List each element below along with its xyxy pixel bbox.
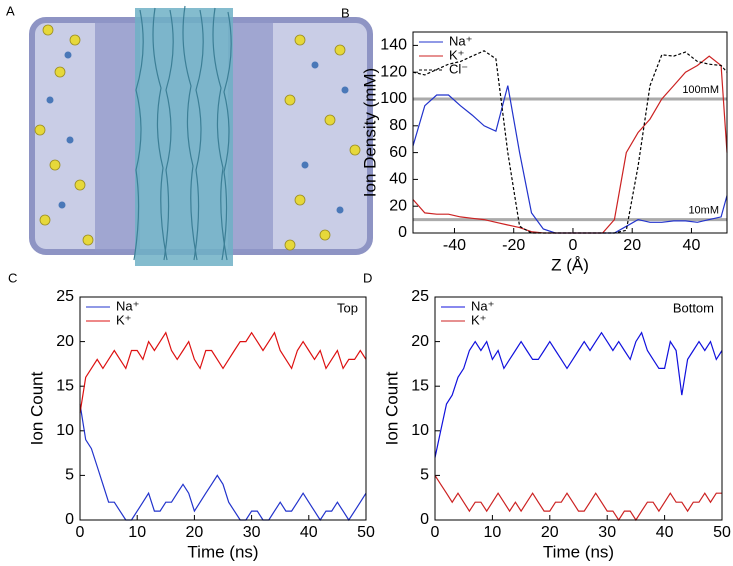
legend-label: Cl⁻ — [449, 61, 468, 76]
x-tick-label: 40 — [300, 524, 318, 541]
plot-frame — [79, 296, 367, 521]
plot-frame — [412, 31, 728, 234]
annotation: Bottom — [673, 300, 714, 315]
lipid-strands — [133, 5, 232, 261]
ions-small — [46, 51, 349, 214]
y-tick-label: 20 — [389, 197, 407, 214]
y-tick-label: 15 — [56, 377, 74, 394]
panel-label: C — [8, 270, 17, 285]
series-line — [412, 50, 728, 234]
headgroup-region — [228, 20, 273, 252]
x-tick-label: 30 — [598, 524, 616, 541]
y-tick-label: 100 — [380, 90, 407, 107]
ions-large — [34, 24, 361, 251]
x-tick-label: 30 — [243, 524, 261, 541]
y-tick-label: 140 — [380, 37, 407, 54]
x-tick-label: -20 — [502, 237, 525, 254]
plot-frame — [434, 296, 723, 521]
x-tick-label: 40 — [656, 524, 674, 541]
x-tick-label: 0 — [569, 237, 578, 254]
headgroup-region — [95, 20, 140, 252]
series-line — [434, 475, 722, 522]
y-tick-label: 20 — [56, 333, 74, 350]
x-axis-label: Z (Å) — [551, 255, 589, 274]
y-axis-label: Ion Count — [382, 371, 401, 445]
y-tick-label: 0 — [398, 224, 407, 241]
legend-label: Na⁺ — [449, 33, 472, 48]
y-axis-label: Ion Count — [27, 371, 46, 445]
y-tick-label: 20 — [411, 333, 429, 350]
x-axis-label: Time (ns) — [187, 542, 258, 561]
reference-label: 100mM — [682, 84, 719, 96]
series-line — [412, 55, 728, 234]
y-tick-label: 25 — [411, 288, 429, 305]
y-tick-label: 10 — [411, 422, 429, 439]
y-tick-label: 80 — [389, 117, 407, 134]
x-tick-label: 0 — [76, 524, 85, 541]
panel-label: D — [363, 270, 372, 285]
legend-label: K⁺ — [449, 47, 465, 62]
reference-label: 10mM — [688, 205, 719, 217]
annotation: Top — [337, 300, 358, 315]
y-tick-label: 5 — [420, 467, 429, 484]
y-tick-label: 120 — [380, 63, 407, 80]
series-line — [412, 85, 728, 234]
x-tick-label: 20 — [623, 237, 641, 254]
legend-label: Na⁺ — [471, 298, 494, 313]
legend-label: K⁺ — [116, 312, 132, 327]
x-tick-label: -40 — [443, 237, 466, 254]
x-tick-label: 20 — [541, 524, 559, 541]
x-axis-label: Time (ns) — [543, 542, 614, 561]
molecular-image: A — [6, 3, 373, 266]
y-tick-label: 40 — [389, 171, 407, 188]
series-line — [79, 331, 367, 414]
y-tick-label: 60 — [389, 144, 407, 161]
y-tick-label: 0 — [420, 511, 429, 528]
x-tick-label: 20 — [186, 524, 204, 541]
y-axis-label: Ion Density (mM) — [360, 68, 379, 197]
y-tick-label: 10 — [56, 422, 74, 439]
x-tick-label: 40 — [683, 237, 701, 254]
series-line — [434, 331, 723, 458]
legend-label: K⁺ — [471, 312, 487, 327]
x-tick-label: 0 — [431, 524, 440, 541]
x-tick-label: 50 — [357, 524, 375, 541]
panel-label: A — [6, 3, 15, 18]
x-tick-label: 10 — [128, 524, 146, 541]
panel-label: B — [341, 5, 350, 20]
y-tick-label: 15 — [411, 377, 429, 394]
y-tick-label: 5 — [65, 467, 74, 484]
series-line — [79, 403, 367, 522]
x-tick-label: 50 — [713, 524, 731, 541]
legend-label: Na⁺ — [116, 298, 139, 313]
y-tick-label: 0 — [65, 511, 74, 528]
x-tick-label: 10 — [484, 524, 502, 541]
y-tick-label: 25 — [56, 288, 74, 305]
